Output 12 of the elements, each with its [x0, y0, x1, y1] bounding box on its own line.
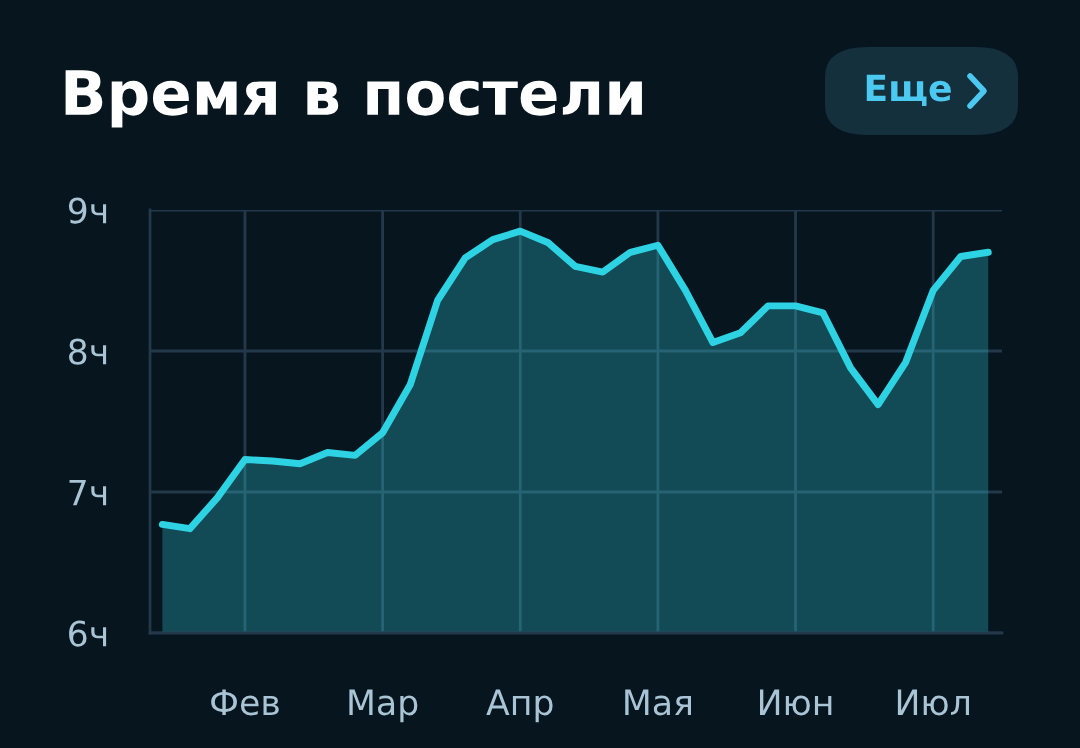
text: Еще — [866, 74, 951, 106]
y-tick-label: 9ч — [68, 197, 107, 224]
y-tick-label: 8ч — [69, 338, 107, 365]
chart-title: Время в постели — [65, 70, 642, 128]
x-tick-label: Фев — [211, 689, 279, 716]
x-tick-label: Июн — [759, 689, 832, 716]
y-tick-label: 6ч — [69, 620, 107, 647]
x-tick-label: Мая — [625, 689, 692, 716]
x-tick-label: Мар — [349, 689, 418, 723]
y-tick-label: 7ч — [69, 479, 107, 506]
x-tick-label: Июл — [897, 689, 969, 716]
x-tick-label: Апр — [486, 689, 553, 723]
